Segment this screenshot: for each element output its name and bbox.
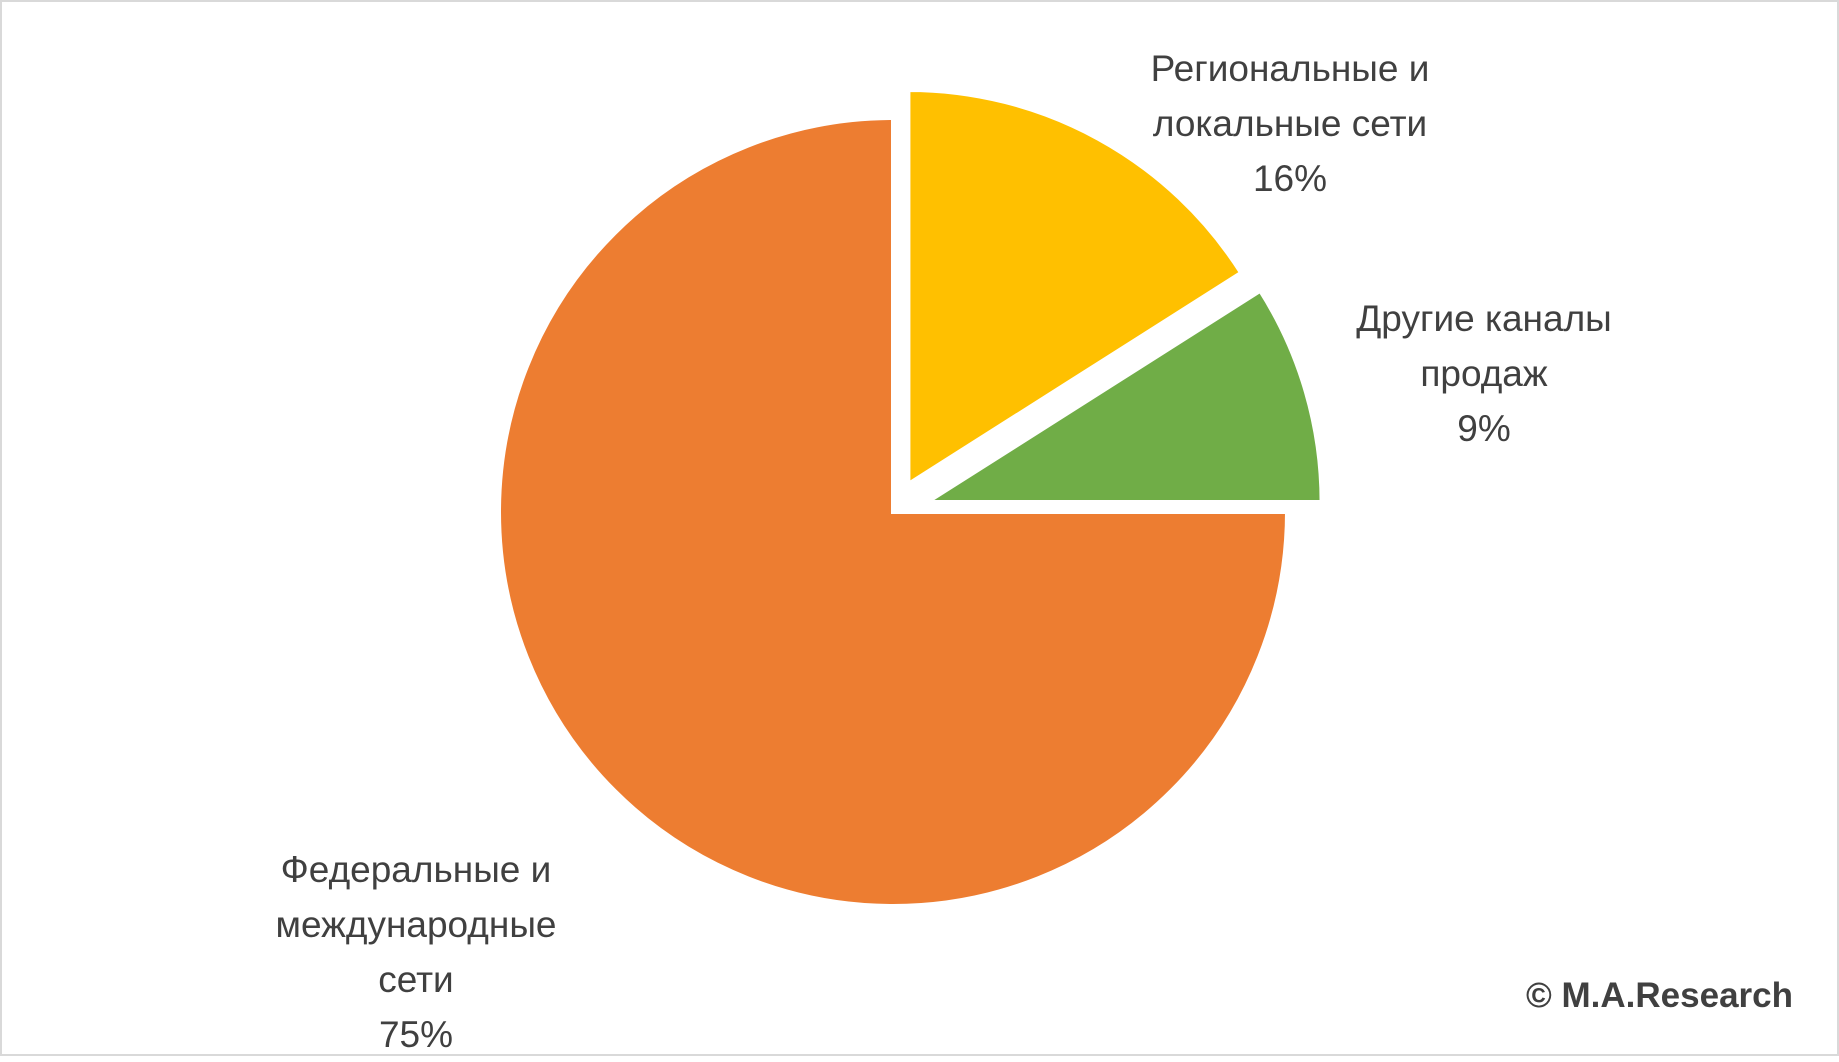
category-label: Региональные и локальные сети (1150, 48, 1430, 144)
pie-slice (497, 115, 1290, 908)
slice-label: Региональные и локальные сети 16% (1100, 41, 1480, 206)
pie-slice (906, 87, 1244, 488)
value-label: 16% (1252, 158, 1328, 199)
slice-label: Федеральные и международные сети 75% (226, 842, 606, 1062)
value-label: 9% (1457, 408, 1511, 449)
slice-label: Другие каналы продаж 9% (1294, 291, 1674, 456)
pie-slice (920, 288, 1324, 504)
category-label: Другие каналы продаж (1356, 298, 1612, 394)
watermark: © M.A.Research (1526, 976, 1793, 1015)
category-label: Федеральные и международные сети (275, 849, 557, 1000)
value-label: 75% (378, 1014, 454, 1055)
